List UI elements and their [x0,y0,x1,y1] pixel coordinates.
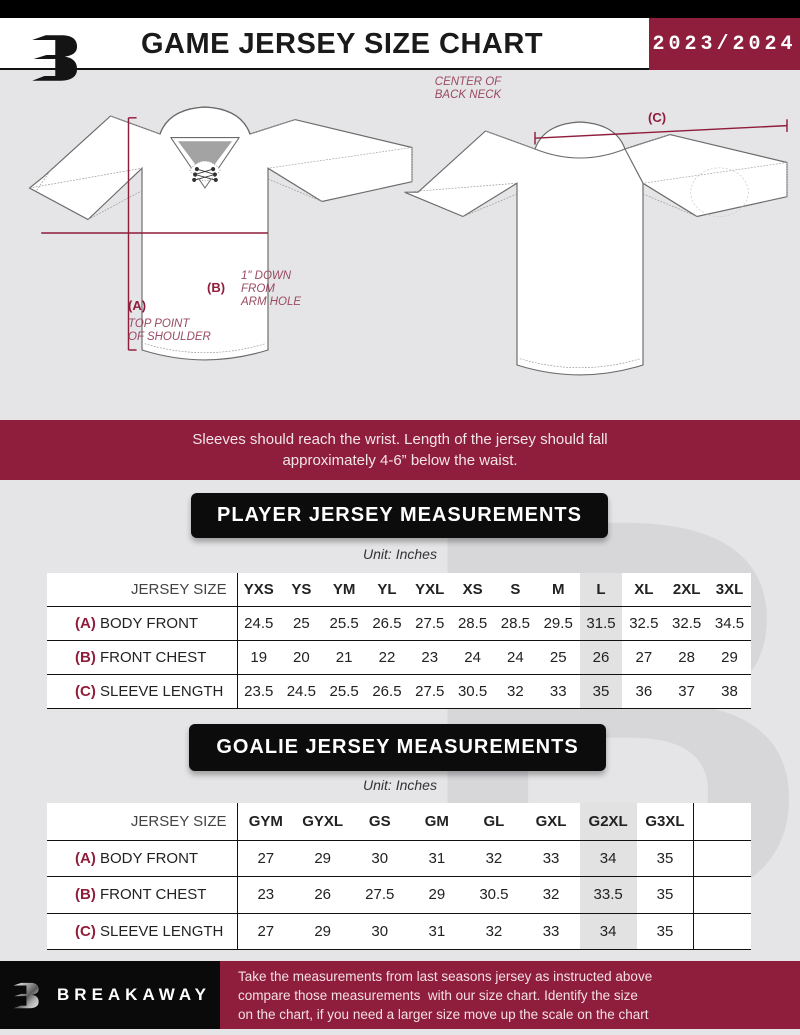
svg-text:BACK NECK: BACK NECK [435,89,503,101]
svg-text:OF SHOULDER: OF SHOULDER [128,331,211,343]
svg-text:(C): (C) [648,110,666,125]
svg-text:TOP POINT: TOP POINT [128,318,190,330]
svg-text:1" DOWN: 1" DOWN [241,270,292,282]
svg-text:CENTER OF: CENTER OF [435,76,502,88]
svg-text:(A): (A) [128,298,146,313]
svg-text:ARM HOLE: ARM HOLE [240,296,301,308]
svg-text:FROM: FROM [241,283,275,295]
svg-text:(B): (B) [207,280,225,295]
